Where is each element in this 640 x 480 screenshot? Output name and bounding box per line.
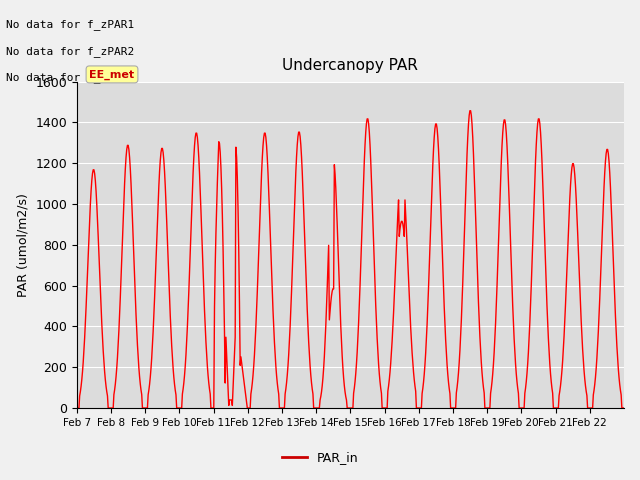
Title: Undercanopy PAR: Undercanopy PAR: [282, 59, 419, 73]
Legend: PAR_in: PAR_in: [276, 446, 364, 469]
Y-axis label: PAR (umol/m2/s): PAR (umol/m2/s): [17, 193, 29, 297]
Text: No data for f_zPAR1: No data for f_zPAR1: [6, 19, 134, 30]
Text: EE_met: EE_met: [90, 69, 134, 80]
Text: No data for f_zPAR3: No data for f_zPAR3: [6, 72, 134, 83]
Text: No data for f_zPAR2: No data for f_zPAR2: [6, 46, 134, 57]
